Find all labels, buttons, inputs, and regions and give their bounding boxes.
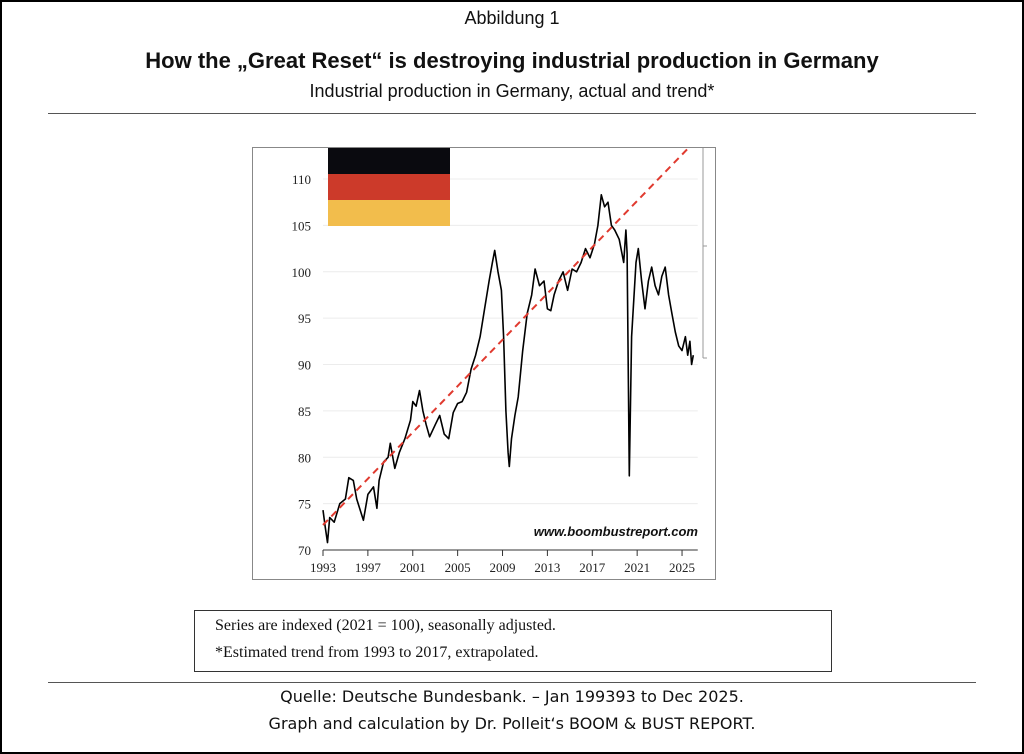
y-tick-label: 105 — [292, 218, 312, 233]
x-tick-label: 2013 — [534, 560, 560, 575]
y-tick-label: 110 — [292, 172, 311, 187]
y-tick-label: 75 — [298, 497, 311, 512]
actual-series-line — [322, 194, 695, 544]
y-tick-label: 85 — [298, 404, 311, 419]
watermark: www.boombustreport.com — [534, 524, 699, 539]
x-tick-label: 2025 — [669, 560, 695, 575]
germany-flag-stripe — [328, 148, 450, 174]
line-chart: 70 75 80 85 90 95 100 105 110 1993 1997 2001 2005 200… — [292, 145, 761, 575]
y-tick-label: 70 — [298, 543, 311, 558]
germany-flag-stripe — [328, 200, 450, 226]
x-tick-label: 2001 — [400, 560, 426, 575]
notes-box: Series are indexed (2021 = 100), seasona… — [194, 610, 832, 672]
source-text: Quelle: Deutsche Bundesbank. – Jan 19939… — [280, 687, 744, 706]
x-tick-label: 2009 — [490, 560, 516, 575]
x-tick-label: 1993 — [310, 560, 336, 575]
x-tick-label: 2017 — [579, 560, 606, 575]
bottom-divider — [48, 682, 976, 683]
x-tick-label: 2021 — [624, 560, 650, 575]
note-trend: *Estimated trend from 1993 to 2017, extr… — [215, 644, 539, 661]
note-index: Series are indexed (2021 = 100), seasona… — [215, 617, 556, 634]
chart-area: 70 75 80 85 90 95 100 105 110 1993 1997 2001 2005 200… — [252, 145, 761, 580]
figure-title: How the „Great Reset“ is destroying indu… — [145, 48, 879, 73]
credit-text: Graph and calculation by Dr. Polleit‘s B… — [268, 714, 756, 733]
figure-label: Abbildung 1 — [464, 8, 560, 28]
x-tick-label: 1997 — [355, 560, 382, 575]
y-tick-label: 90 — [298, 358, 311, 373]
figure-subtitle: Industrial production in Germany, actual… — [309, 81, 715, 101]
x-tick-label: 2005 — [445, 560, 471, 575]
trend-line — [322, 145, 691, 526]
y-tick-label: 100 — [292, 265, 312, 280]
germany-flag-stripe — [328, 174, 450, 200]
top-divider — [48, 113, 976, 114]
y-tick-label: 95 — [298, 311, 311, 326]
y-tick-label: 80 — [298, 450, 311, 465]
